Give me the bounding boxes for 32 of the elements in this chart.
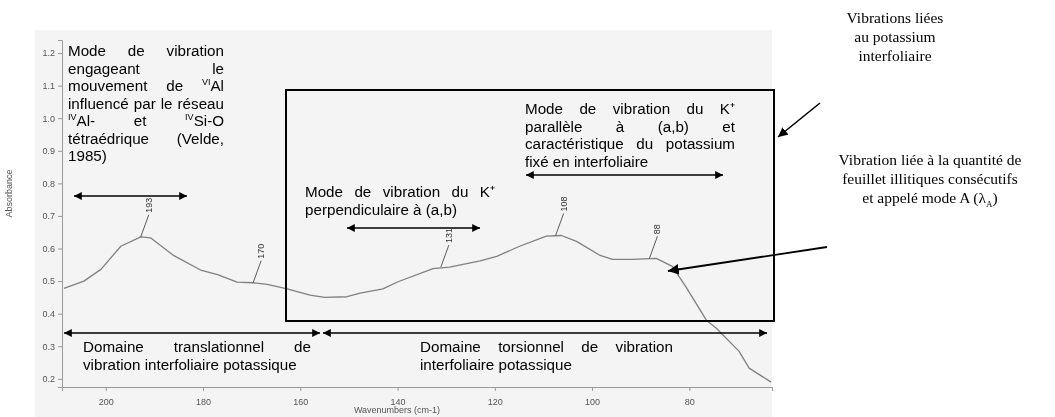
x-tick-label: 140	[390, 396, 406, 407]
y-axis-title: Absorbance	[4, 169, 14, 218]
x-tick-label: 100	[585, 396, 601, 407]
annotation: Mode de vibration du K⁺ perpendiculaire à (a,b)	[305, 183, 495, 218]
y-tick-label: 0.5	[42, 276, 55, 287]
annotation: 193	[143, 197, 154, 213]
x-tick-label: 160	[293, 396, 309, 407]
annotation: 170	[256, 243, 267, 259]
x-tick-label: 200	[98, 396, 114, 407]
y-tick-label: 0.9	[42, 146, 55, 157]
text: Vibration liée à la quantité de feuillet illitiques consécutifs et appelé mode A (λ$_{A}$)	[837, 150, 1023, 210]
y-tick-label: 1.1	[42, 81, 55, 91]
y-tick-label: 1.0	[42, 113, 55, 124]
y-tick-label: 0.7	[42, 211, 55, 222]
annotation: 108	[558, 196, 569, 212]
text: Vibrations liées au potassium interfoliaire	[845, 8, 945, 65]
y-tick-label: 0.8	[42, 178, 55, 189]
x-axis-title: Wavenumbers (cm-1)	[353, 405, 441, 415]
y-tick-label: 0.3	[42, 341, 55, 352]
x-tick-label: 120	[487, 396, 503, 407]
annotation: Mode de vibration du K⁺ parallèle à (a,b) et caractéristique du potassium fixé en interfoliaire	[525, 100, 735, 170]
text: Mode de vibration engageant le mouvement de $^{VI}$Al influencé par le réseau $^{IV}$Al- et $^{IV}$Si-O tétraédrique (Velde, 1985)	[68, 42, 224, 164]
x-tick-label: 180	[196, 396, 212, 407]
y-tick-label: 1.2	[42, 48, 55, 59]
y-tick-label: 0.2	[42, 374, 55, 385]
annotation: Domaine torsionnel de vibration interfoliaire potassique	[420, 338, 673, 373]
y-tick-label: 0.4	[42, 309, 55, 320]
annotation: 88	[652, 224, 663, 235]
y-tick-label: 0.6	[42, 243, 55, 254]
x-tick-label: 80	[684, 396, 695, 407]
annotation: Domaine translationnel de vibration interfoliaire potassique	[83, 338, 311, 373]
annotation: 131	[443, 228, 454, 244]
